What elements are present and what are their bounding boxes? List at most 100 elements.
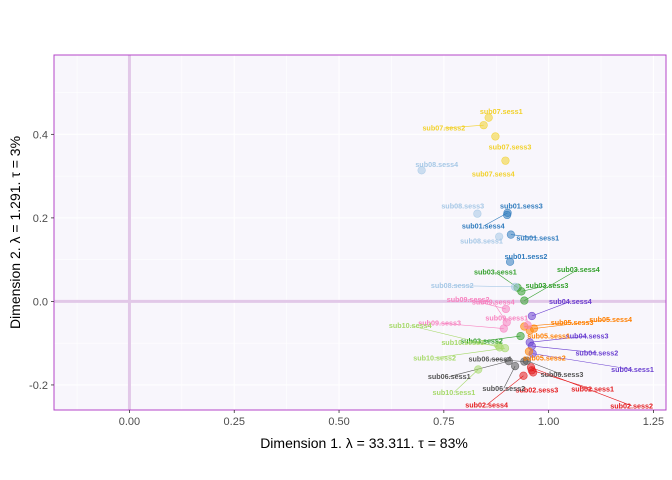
point-label: sub05.sess2 bbox=[523, 353, 566, 362]
data-point bbox=[527, 311, 536, 321]
x-tick-label: 0.00 bbox=[119, 416, 140, 428]
leader-line bbox=[453, 369, 479, 393]
point-label: sub06.sess2 bbox=[482, 384, 525, 393]
point-label: sub07.sess2 bbox=[422, 124, 465, 133]
data-point bbox=[495, 232, 504, 241]
data-point bbox=[523, 321, 532, 330]
leader-line bbox=[468, 299, 506, 310]
data-point bbox=[516, 331, 525, 341]
x-tick-label: 0.25 bbox=[224, 416, 245, 428]
point-label: sub01.sess1 bbox=[516, 233, 559, 242]
plot-border bbox=[53, 54, 667, 411]
data-point bbox=[484, 113, 493, 122]
point-labels: sub01.sess1 sub01.sess2 sub01.sess3 sub01.s… bbox=[389, 107, 654, 410]
point-label: sub09.sess1 bbox=[485, 314, 528, 323]
point-label: sub03.sess4 bbox=[557, 265, 600, 274]
x-tick-label: 1.00 bbox=[538, 416, 559, 428]
leader-line bbox=[524, 268, 579, 301]
leader-line bbox=[531, 301, 571, 317]
point-label: sub05.sess4 bbox=[589, 315, 632, 324]
x-axis-ticks: 0.00 0.25 0.50 0.75 1.00 1.25 bbox=[119, 410, 664, 428]
point-label: sub03.sess2 bbox=[460, 337, 503, 346]
leader-line bbox=[481, 335, 521, 342]
leader-line bbox=[486, 375, 524, 406]
point-label: sub09.sess2 bbox=[447, 295, 490, 304]
point-label: sub08.sess2 bbox=[431, 281, 474, 290]
point-label: sub03.sess1 bbox=[474, 268, 517, 277]
data-point bbox=[501, 304, 510, 314]
plot-panel bbox=[54, 55, 666, 410]
point-label: sub10.sess4 bbox=[389, 321, 432, 330]
data-point bbox=[473, 209, 482, 218]
data-point bbox=[529, 324, 539, 333]
label-leader-lines bbox=[410, 124, 633, 407]
point-label: sub02.sess1 bbox=[571, 385, 614, 394]
point-label: sub09.sess4 bbox=[472, 298, 515, 307]
data-point bbox=[510, 282, 520, 291]
point-label: sub07.sess4 bbox=[472, 170, 515, 179]
data-point bbox=[495, 343, 504, 352]
data-point bbox=[474, 365, 483, 374]
leader-line bbox=[531, 370, 593, 390]
point-label: sub08.sess3 bbox=[441, 202, 484, 211]
point-label: sub04.sess1 bbox=[611, 365, 654, 374]
data-point bbox=[491, 132, 500, 141]
y-tick-label: 0.2 bbox=[33, 213, 48, 225]
x-tick-label: 1.25 bbox=[643, 416, 664, 428]
data-point bbox=[479, 121, 488, 130]
leader-line bbox=[526, 360, 563, 375]
point-label: sub01.sess2 bbox=[505, 252, 548, 261]
leader-line bbox=[521, 285, 548, 292]
point-label: sub10.sess2 bbox=[413, 353, 456, 362]
leader-line bbox=[462, 342, 499, 346]
data-point bbox=[505, 257, 515, 266]
leader-line bbox=[452, 285, 516, 288]
reference-lines bbox=[54, 55, 666, 410]
data-point bbox=[529, 368, 538, 377]
point-label: sub02.sess2 bbox=[610, 401, 653, 410]
point-label: sub06.sess4 bbox=[469, 355, 512, 364]
point-label: sub10.sess1 bbox=[433, 388, 476, 397]
leader-line bbox=[532, 353, 633, 370]
point-label: sub06.sess1 bbox=[428, 372, 471, 381]
minor-grid bbox=[54, 55, 666, 410]
point-label: sub01.sess4 bbox=[462, 222, 505, 231]
x-tick-label: 0.75 bbox=[433, 416, 454, 428]
leader-line bbox=[529, 335, 588, 343]
y-axis-ticks: -0.2 0.0 0.2 0.4 bbox=[29, 129, 54, 392]
point-label: sub01.sess3 bbox=[500, 202, 543, 211]
data-points bbox=[417, 113, 539, 380]
point-label: sub05.sess1 bbox=[527, 332, 570, 341]
leader-line bbox=[533, 319, 611, 329]
data-point bbox=[503, 208, 512, 217]
point-label: sub08.sess4 bbox=[415, 160, 458, 169]
point-label: sub04.sess4 bbox=[549, 297, 592, 306]
data-point bbox=[524, 347, 534, 356]
point-label: sub03.sess3 bbox=[526, 281, 569, 290]
leader-line bbox=[434, 347, 506, 359]
point-label: sub06.sess3 bbox=[541, 370, 584, 379]
y-tick-label: 0.0 bbox=[33, 296, 48, 308]
point-label: sub02.sess3 bbox=[516, 385, 559, 394]
x-tick-label: 0.50 bbox=[328, 416, 349, 428]
data-point bbox=[504, 357, 513, 366]
leader-line bbox=[410, 325, 500, 348]
point-label: sub02.sess4 bbox=[465, 400, 508, 409]
point-label: sub07.sess3 bbox=[489, 142, 532, 151]
y-tick-label: 0.4 bbox=[33, 129, 48, 141]
point-label: sub04.sess3 bbox=[566, 332, 609, 341]
point-label: sub09.sess3 bbox=[418, 319, 461, 328]
leader-line bbox=[439, 322, 504, 329]
data-point bbox=[520, 357, 529, 366]
leader-line bbox=[510, 234, 538, 239]
leader-line bbox=[531, 345, 597, 354]
x-axis-title: Dimension 1. λ = 33.311. τ = 83% bbox=[260, 435, 468, 451]
point-label: sub05.sess3 bbox=[551, 318, 594, 327]
data-point bbox=[417, 166, 426, 175]
data-point bbox=[519, 371, 528, 380]
data-point bbox=[510, 362, 520, 371]
point-label: sub10.sess3 bbox=[441, 338, 484, 347]
data-point bbox=[501, 156, 510, 165]
data-point bbox=[525, 338, 534, 347]
